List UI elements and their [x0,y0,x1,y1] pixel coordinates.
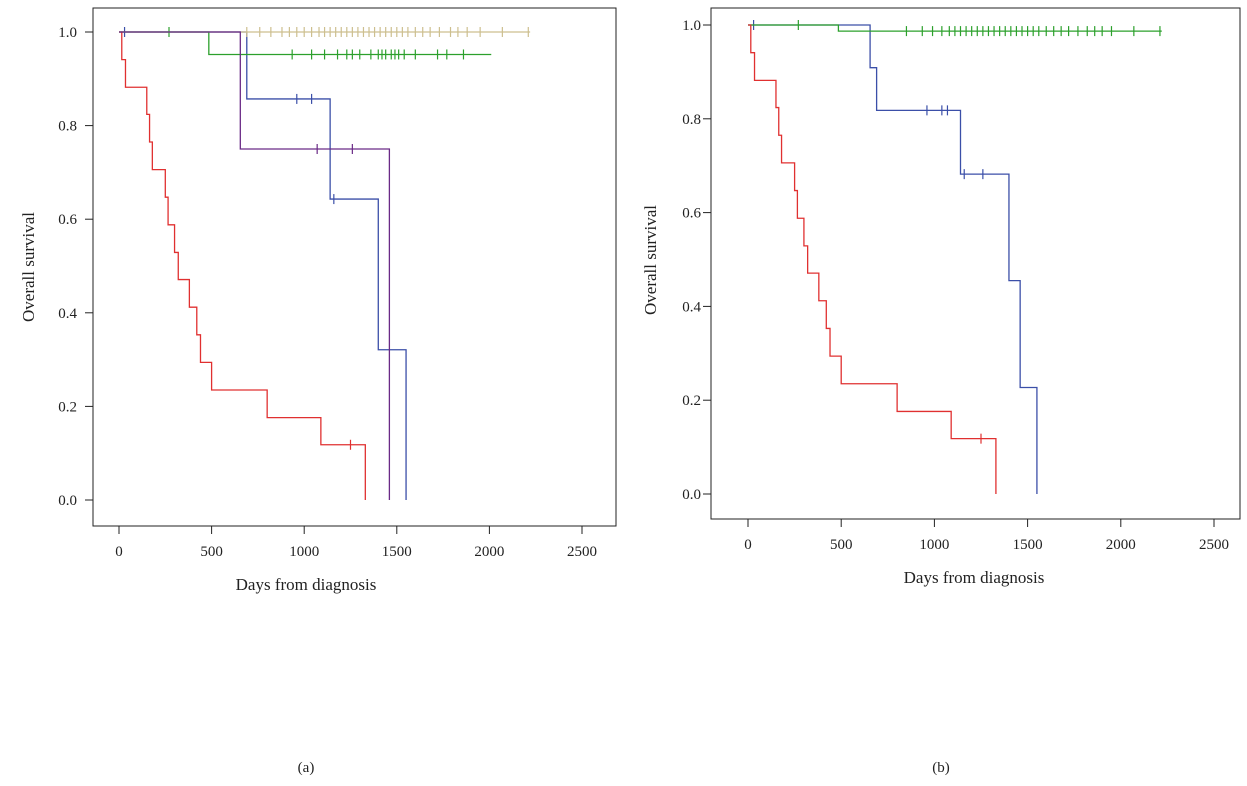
series-line-4 [119,31,366,500]
y-tick-label: 1.0 [682,18,701,34]
axes-b: 0 500 1000 1500 2000 2500 0.0 0.2 0.4 0.6 0.8 1.0 [682,18,1229,553]
x-tick-label: 0 [744,537,752,553]
panel-label-a: (a) [298,760,315,776]
x-tick-label: 1500 [1013,537,1043,553]
y-axis-label-a: Overall survival [19,212,38,322]
series-line-2 [119,31,492,56]
series-b [748,20,1162,494]
y-axis-label-b: Overall survival [641,205,660,315]
panel-b: 0 500 1000 1500 2000 2500 0.0 0.2 0.4 0.6 0.8 1.0 D… [641,7,1241,776]
x-tick-label: 1500 [382,544,412,560]
y-tick-label: 0.2 [58,399,77,415]
x-tick-label: 2500 [1199,537,1229,553]
panel-label-b: (b) [932,760,950,776]
y-tick-label: 0.6 [58,212,77,228]
y-tick-label: 0.2 [682,393,701,409]
y-tick-label: 0.8 [58,119,77,135]
x-tick-label: 2000 [474,544,504,560]
plot-frame-a [92,7,617,527]
x-tick-label: 1000 [919,537,949,553]
series-line-1 [748,24,1038,494]
x-tick-label: 2000 [1106,537,1136,553]
x-tick-label: 2500 [567,544,597,560]
x-tick-label: 500 [830,537,853,553]
y-tick-label: 1.0 [58,25,77,41]
series-a [119,27,531,500]
x-axis-label-a: Days from diagnosis [236,575,377,594]
y-tick-label: 0.8 [682,112,701,128]
x-tick-label: 500 [200,544,223,560]
y-tick-label: 0.4 [58,306,77,322]
x-axis-label-b: Days from diagnosis [904,568,1045,587]
x-tick-label: 0 [115,544,123,560]
series-line-1 [119,31,407,500]
series-line-5 [119,31,391,500]
series-line-3 [748,24,997,494]
x-tick-label: 1000 [289,544,319,560]
y-tick-label: 0.6 [682,206,701,222]
y-tick-label: 0.0 [58,493,77,509]
panel-a: 0 500 1000 1500 2000 2500 0.0 0.2 0.4 0.6 0.8 1.0 D… [19,7,617,776]
plot-frame-b [710,7,1241,520]
y-tick-label: 0.0 [682,487,701,503]
axes-a: 0 500 1000 1500 2000 2500 0.0 0.2 0.4 0.6 0.8 1.0 [58,25,597,560]
y-tick-label: 0.4 [682,299,701,315]
